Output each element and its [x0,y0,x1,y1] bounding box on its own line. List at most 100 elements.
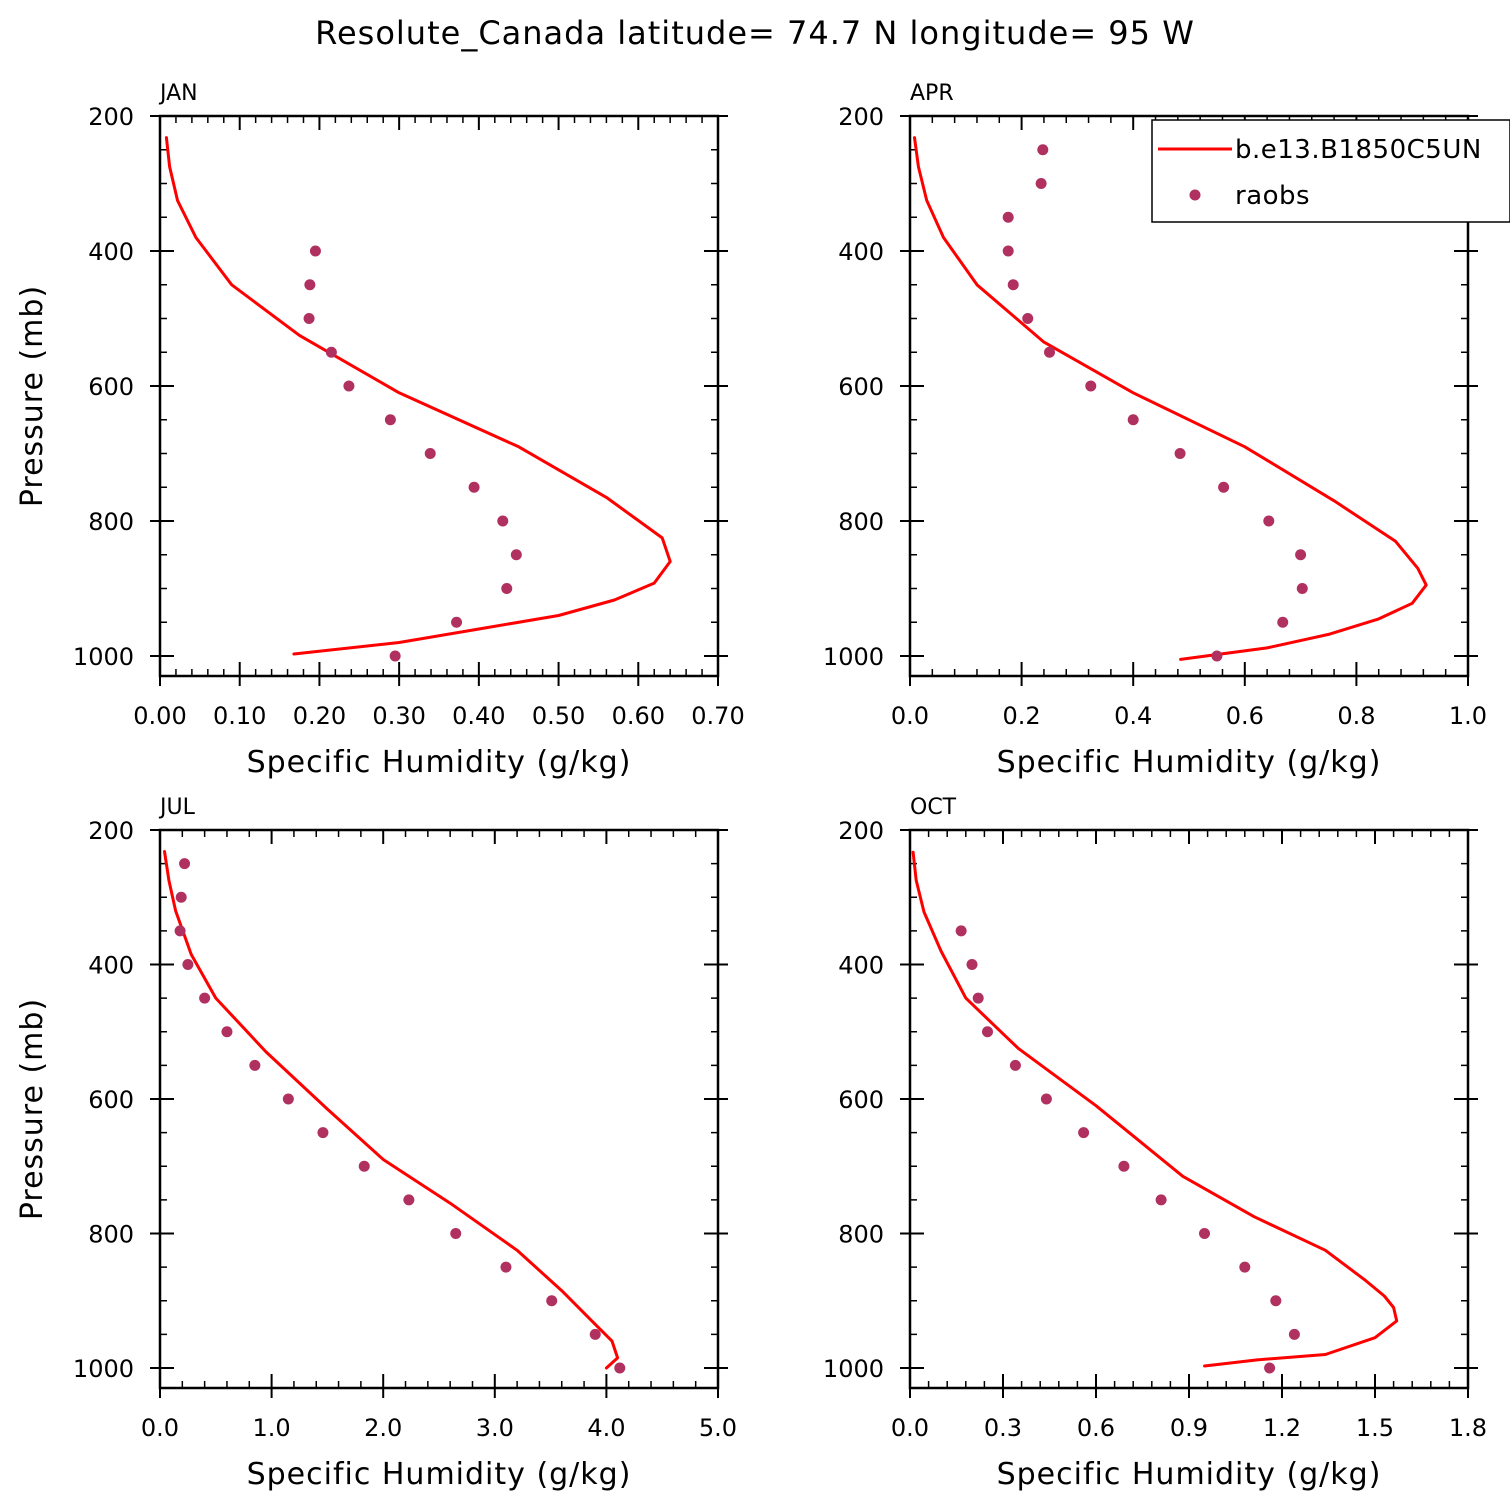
raobs-point [1296,583,1308,594]
y-tick-label: 200 [88,103,134,131]
raobs-point [221,1026,233,1038]
raobs-point [175,891,187,903]
panel-jul: 0.0 1.0 2.0 3.0 4.0 5.0 200 400 600 800 1000 JUL Spe… [15,795,737,1492]
raobs-point [1270,1295,1282,1307]
y-tick-label: 600 [838,373,884,401]
y-tick-label: 800 [838,1221,884,1249]
x-tick-label: 0.60 [612,702,665,730]
panel-label: JAN [158,81,198,106]
raobs-point [468,481,480,493]
x-tick-label: 3.0 [476,1414,514,1442]
x-tick-label: 0.30 [372,702,425,730]
raobs-point [1078,1127,1090,1139]
y-tick-label: 800 [88,1221,134,1249]
raobs-point [1174,448,1186,459]
raobs-point [451,616,463,628]
y-tick-label: 400 [838,952,884,980]
raobs-point [1040,1093,1052,1105]
x-tick-label: 1.0 [253,1414,291,1442]
y-tick-label: 400 [838,238,884,266]
raobs-point [1085,380,1097,392]
panel-label: OCT [910,795,957,820]
x-tick-label: 1.8 [1449,1414,1487,1442]
raobs-point [1022,313,1034,324]
x-tick-label: 0.3 [984,1414,1022,1442]
raobs-point [304,279,316,291]
legend-box [1151,119,1510,223]
x-tick-label: 0.00 [133,702,186,730]
x-tick-label: 1.2 [1263,1414,1301,1442]
raobs-point [497,515,509,527]
y-tick-label: 1000 [73,643,134,671]
raobs-point [1264,1362,1276,1374]
raobs-point [1118,1160,1130,1172]
y-tick-label: 1000 [823,1355,884,1383]
raobs-point [1211,650,1223,662]
y-axis-title: Pressure (mb) [15,285,50,507]
plot-frame [158,114,720,678]
x-tick-label: 0.6 [1226,702,1264,730]
x-tick-label: 0.10 [213,702,266,730]
x-tick-label: 0.70 [691,702,744,730]
raobs-point [317,1127,329,1139]
raobs-point [614,1362,626,1374]
raobs-point [501,583,513,594]
y-tick-label: 200 [838,103,884,131]
y-tick-label: 600 [838,1086,884,1114]
panel-oct: 0.0 0.3 0.6 0.9 1.2 1.5 1.8 200 400 600 800 1000 OCT… [823,795,1487,1492]
raobs-point [510,549,522,561]
series-line-model [911,850,1399,1368]
raobs-point [384,414,396,426]
x-tick-label: 0.6 [1077,1414,1115,1442]
x-tick-label: 0.9 [1170,1414,1208,1442]
raobs-point [1002,211,1014,223]
raobs-point [199,992,211,1004]
raobs-point [1218,481,1230,493]
y-tick-label: 800 [88,508,134,536]
y-tick-label: 600 [88,373,134,401]
raobs-point [982,1026,993,1038]
y-tick-label: 1000 [823,643,884,671]
x-tick-label: 0.20 [293,702,346,730]
raobs-point [282,1093,294,1105]
series-line-model [913,136,1428,661]
raobs-point [1037,144,1049,156]
y-tick-label: 200 [838,817,884,845]
x-tick-label: 2.0 [364,1414,402,1442]
raobs-point [343,380,355,392]
x-tick-label: 0.50 [532,702,585,730]
panel-label: JUL [158,795,196,820]
raobs-point [955,925,967,937]
y-tick-label: 400 [88,238,134,266]
raobs-point [1009,1059,1021,1071]
raobs-point [1199,1228,1210,1239]
panel-apr: 0.0 0.2 0.4 0.6 0.8 1.0 200 400 600 800 1000 APR Spe… [823,81,1487,780]
x-tick-label: 0.4 [1114,702,1152,730]
main-title: Resolute_Canada latitude= 74.7 N longitu… [315,14,1195,52]
y-axis-title: Pressure (mb) [15,998,50,1220]
legend-label: raobs [1235,181,1310,211]
raobs-point [1277,616,1289,628]
legend-label: b.e13.B1850C5UN [1235,135,1482,165]
raobs-point [1155,1194,1167,1206]
raobs-point [1263,515,1275,527]
raobs-point [303,313,315,324]
raobs-point [1239,1261,1251,1273]
raobs-point [1288,1328,1300,1340]
x-axis-title: Specific Humidity (g/kg) [247,745,632,780]
x-tick-label: 5.0 [699,1414,737,1442]
x-tick-label: 0.8 [1337,702,1375,730]
x-tick-label: 4.0 [587,1414,625,1442]
y-tick-label: 1000 [73,1355,134,1383]
x-axis-title: Specific Humidity (g/kg) [997,745,1382,780]
y-tick-label: 600 [88,1086,134,1114]
raobs-point [1127,414,1139,426]
raobs-point [1295,549,1307,561]
raobs-point [1007,279,1019,291]
plot-frame [908,114,1470,678]
raobs-point [972,992,984,1004]
raobs-point [174,925,186,937]
raobs-point [403,1194,415,1206]
